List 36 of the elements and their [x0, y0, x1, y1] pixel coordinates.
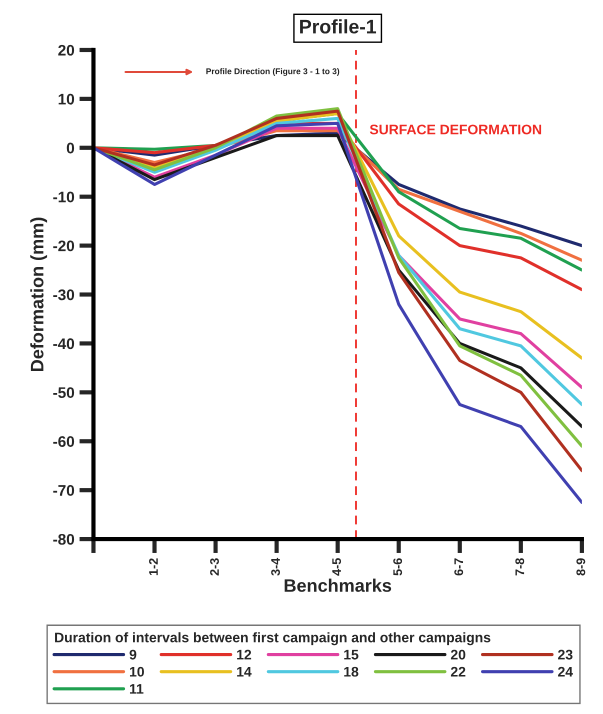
y-tick-label: -20	[53, 240, 74, 252]
legend-title: Duration of intervals between first campaign and other campaigns	[55, 632, 490, 646]
legend-label: 23	[558, 650, 573, 660]
x-tick-label: 1-2	[149, 558, 158, 576]
x-tick-label: 5-6	[393, 558, 402, 576]
legend-label: 20	[450, 650, 466, 660]
y-tick-label: -60	[53, 436, 74, 447]
x-tick-label: 8-9	[576, 558, 586, 576]
y-tick-label: -30	[53, 289, 74, 300]
annotation: SURFACE DEFORMATION	[370, 124, 542, 134]
legend-label: 22	[450, 666, 466, 677]
y-tick-label: 20	[58, 44, 74, 56]
y-tick-label: -10	[53, 192, 74, 202]
legend-label: 18	[344, 666, 358, 677]
y-tick-label: -40	[53, 338, 74, 350]
y-tick-label: 10	[58, 94, 74, 105]
y-axis-title: Deformation (mm)	[30, 218, 48, 372]
y-tick-label: -80	[53, 534, 74, 545]
y-tick-label: 0	[66, 142, 74, 154]
annotation: Profile Direction (Figure 3 - 1 to 3)	[206, 68, 340, 76]
x-tick-label: 2-3	[210, 558, 219, 576]
legend-label: 11	[130, 684, 144, 694]
legend-label: 24	[558, 666, 573, 677]
x-tick-label: 4-5	[332, 558, 342, 576]
x-tick-label: 6-7	[454, 558, 464, 576]
x-tick-label: 7-8	[515, 558, 524, 576]
y-tick-label: -70	[53, 485, 74, 496]
legend-label: 9	[130, 650, 136, 660]
legend-label: 14	[237, 666, 252, 677]
legend-label: 12	[237, 650, 252, 660]
y-tick-label: -50	[53, 387, 74, 398]
legend-label: 10	[130, 666, 144, 677]
x-axis-title: Benchmarks	[284, 578, 392, 592]
x-tick-label: 3-4	[271, 558, 280, 576]
chart-title: Profile-1	[300, 19, 376, 34]
legend-label: 15	[344, 650, 358, 660]
